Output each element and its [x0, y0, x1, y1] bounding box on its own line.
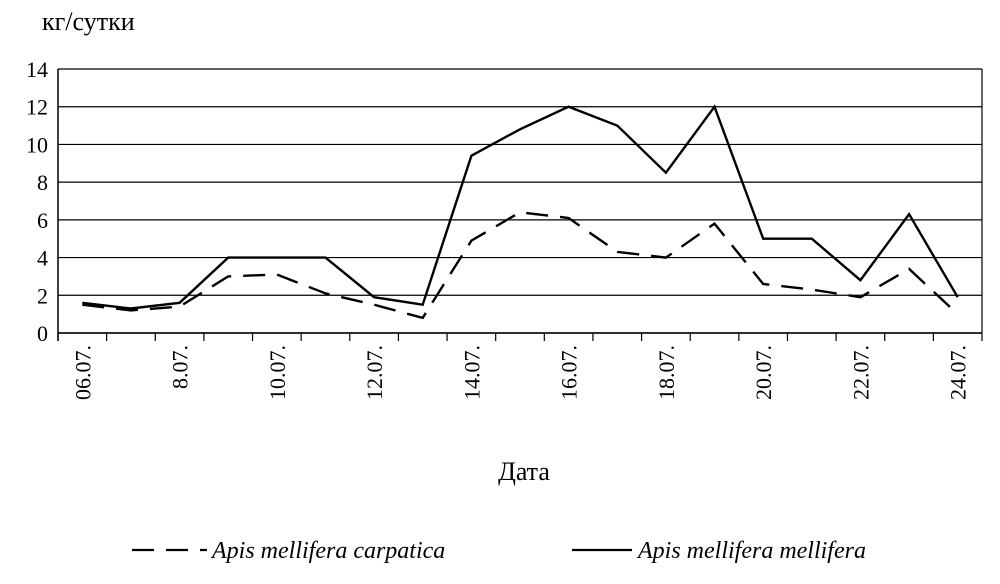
y-tick-label: 2 [37, 283, 48, 308]
legend-label-carpatica: Apis mellifera carpatica [210, 538, 445, 564]
x-tick-label: 24.07. [946, 345, 971, 400]
y-axis-label: кг/сутки [42, 7, 135, 36]
y-tick-label: 6 [37, 208, 48, 233]
x-tick-label: 20.07. [751, 345, 776, 400]
x-tick-label: 12.07. [362, 345, 387, 400]
x-tick-label: 06.07. [70, 345, 95, 400]
y-tick-label: 14 [26, 57, 48, 82]
legend-label-mellifera: Apis mellifera mellifera [636, 538, 866, 564]
y-tick-label: 10 [26, 132, 48, 157]
axes [57, 69, 983, 341]
y-tick-label: 8 [37, 170, 48, 195]
x-tick-label: 10.07. [265, 345, 290, 400]
y-tick-label: 12 [26, 95, 48, 120]
x-tick-labels: 06.07. 8.07. 10.07. 12.07. 14.07. 16.07. 18.07… [70, 345, 970, 400]
series-line-carpatica [82, 211, 959, 320]
x-tick-label: 16.07. [557, 345, 582, 400]
grid-lines [58, 68, 982, 334]
y-tick-labels: 0 2 4 6 8 10 12 14 [26, 57, 48, 346]
x-tick-label: 8.07. [168, 345, 193, 389]
series-line-mellifera [82, 104, 959, 310]
y-tick-label: 4 [37, 246, 48, 271]
y-tick-label: 0 [37, 321, 48, 346]
x-tick-label: 18.07. [654, 345, 679, 400]
x-tick-label: 14.07. [459, 345, 484, 400]
x-axis-label: Дата [498, 457, 550, 486]
x-tick-label: 22.07. [848, 345, 873, 400]
legend: Apis mellifera carpatica Apis mellifera … [132, 538, 866, 564]
series-lines [82, 104, 959, 320]
